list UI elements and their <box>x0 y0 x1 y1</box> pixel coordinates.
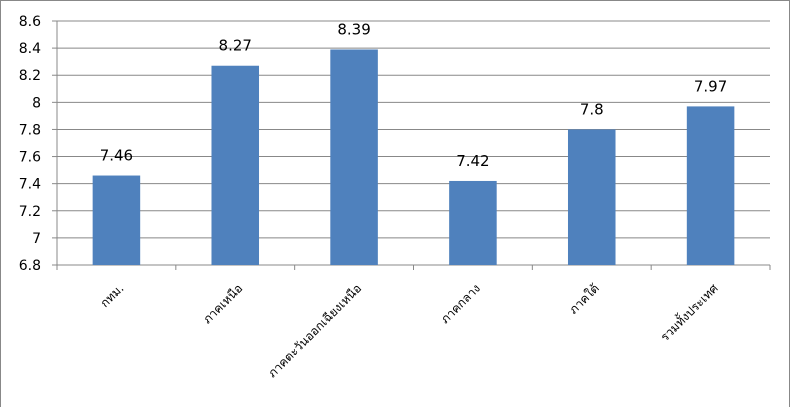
data-label: 8.27 <box>219 37 252 55</box>
data-label: 7.97 <box>694 77 727 95</box>
data-label: 7.42 <box>456 152 489 170</box>
bar <box>449 180 497 265</box>
y-tick-label: 7.6 <box>19 150 41 166</box>
bar <box>686 106 735 266</box>
bar <box>211 65 260 265</box>
y-tick-label: 7 <box>32 231 41 247</box>
y-tick-label: 7.4 <box>19 177 41 193</box>
bar <box>92 175 141 265</box>
bar <box>567 129 616 265</box>
y-tick-label: 7.2 <box>19 204 41 220</box>
y-tick-label: 8.6 <box>19 14 41 30</box>
data-label: 7.8 <box>580 100 604 118</box>
data-label: 7.46 <box>100 147 133 165</box>
data-label: 8.39 <box>337 20 370 38</box>
y-tick-label: 8.4 <box>19 41 41 57</box>
y-tick-label: 8.2 <box>19 68 41 84</box>
y-tick-label: 8 <box>32 95 41 111</box>
y-tick-label: 6.8 <box>19 258 41 274</box>
bar <box>330 49 378 265</box>
y-tick-label: 7.8 <box>19 122 41 138</box>
